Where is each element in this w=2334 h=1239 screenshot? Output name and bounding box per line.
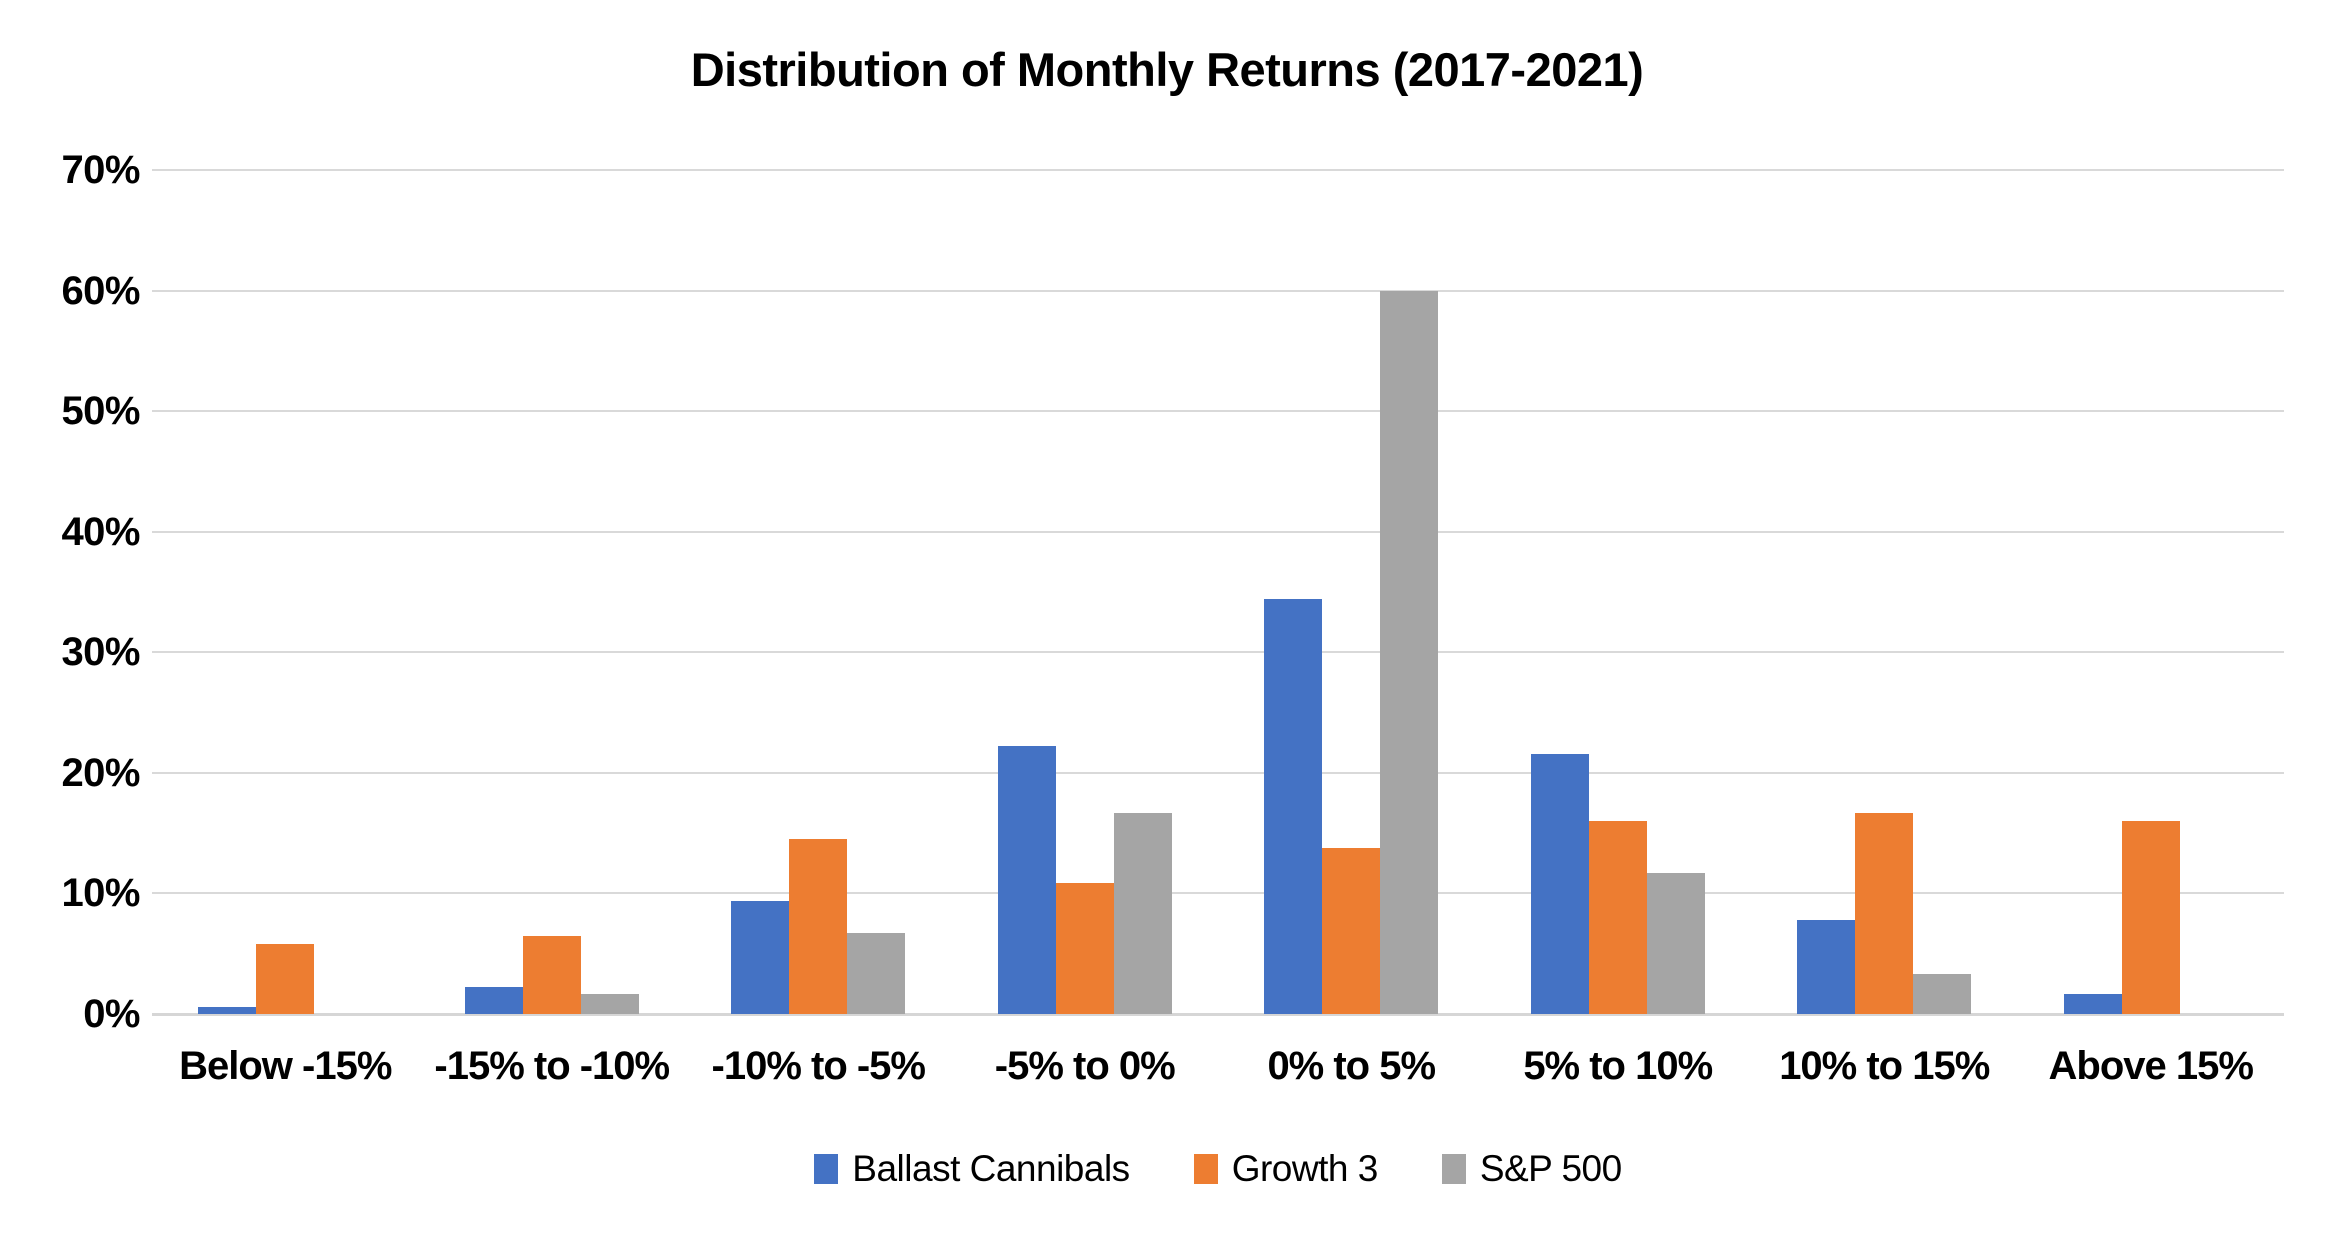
x-axis-line [152, 1013, 2284, 1016]
y-axis-tick-label: 20% [61, 750, 140, 795]
x-axis: Below -15% -15% to -10% -10% to -5% -5% to … [152, 1042, 2284, 1090]
legend: Ballast Cannibals Growth 3 S&P 500 [152, 1148, 2284, 1190]
x-axis-category-label: 0% to 5% [1267, 1044, 1436, 1088]
gridline [152, 892, 2284, 895]
legend-item: S&P 500 [1441, 1148, 1622, 1190]
bar [1913, 974, 1972, 1014]
bar [522, 935, 581, 1014]
bar [1530, 753, 1589, 1014]
gridline [152, 530, 2284, 533]
bar [847, 933, 906, 1014]
plot-area [152, 169, 2284, 1016]
legend-item: Ballast Cannibals [814, 1148, 1130, 1190]
x-axis-category-label: Below -15% [179, 1044, 392, 1088]
bar [1055, 882, 1114, 1014]
bar-group [1218, 170, 1485, 1014]
bar [1797, 919, 1856, 1014]
y-axis: 0% 10% 20% 30% 40% 50% 60% 70% [0, 148, 140, 1036]
gridline [152, 169, 2284, 171]
bar-group [152, 170, 419, 1014]
chart-title: Distribution of Monthly Returns (2017-20… [690, 43, 1644, 96]
bar [198, 1006, 257, 1014]
bar [1113, 812, 1172, 1014]
legend-label: Ballast Cannibals [852, 1148, 1130, 1189]
legend-color-swatch [1193, 1154, 1218, 1184]
bar-group [952, 170, 1219, 1014]
x-axis-category-label: 10% to 15% [1779, 1044, 1990, 1088]
bar [1322, 847, 1381, 1014]
bar [997, 746, 1056, 1014]
gridline [152, 289, 2284, 292]
y-axis-tick-label: 50% [61, 389, 140, 434]
bar-group [419, 170, 686, 1014]
bar-group [685, 170, 952, 1014]
y-axis-tick-label: 60% [61, 268, 140, 313]
bar [1855, 812, 1914, 1014]
bar [1646, 872, 1705, 1014]
x-axis-category-label: Above 15% [2048, 1044, 2254, 1088]
bar [2121, 821, 2180, 1014]
bar [464, 987, 523, 1014]
x-axis-category-label: -5% to 0% [994, 1044, 1176, 1088]
legend-label: S&P 500 [1479, 1148, 1622, 1189]
gridline [152, 410, 2284, 413]
bar-groups [152, 170, 2284, 1014]
x-axis-category-label: 5% to 10% [1523, 1044, 1713, 1088]
bar [1380, 290, 1439, 1014]
legend-color-swatch [814, 1154, 839, 1184]
bar [2063, 993, 2122, 1014]
legend-color-swatch [1441, 1154, 1466, 1184]
y-axis-tick-label: 40% [61, 509, 140, 554]
bar [580, 993, 639, 1014]
bar [256, 944, 315, 1014]
gridline [152, 771, 2284, 774]
bar [731, 900, 790, 1014]
bar [1264, 599, 1323, 1014]
gridline [152, 651, 2284, 654]
y-axis-tick-label: 30% [61, 630, 140, 675]
x-axis-category-label: -10% to -5% [711, 1044, 926, 1088]
y-axis-tick-label: 10% [61, 871, 140, 916]
legend-item: Growth 3 [1193, 1148, 1379, 1190]
bar-group [1485, 170, 1752, 1014]
bar [1588, 821, 1647, 1014]
x-axis-category-label: -15% to -10% [434, 1044, 670, 1088]
bar-group [1751, 170, 2018, 1014]
y-axis-tick-label: 70% [61, 148, 140, 192]
y-axis-tick-label: 0% [83, 992, 140, 1036]
legend-label: Growth 3 [1231, 1148, 1379, 1189]
bar-group [2018, 170, 2285, 1014]
bar [789, 839, 848, 1014]
